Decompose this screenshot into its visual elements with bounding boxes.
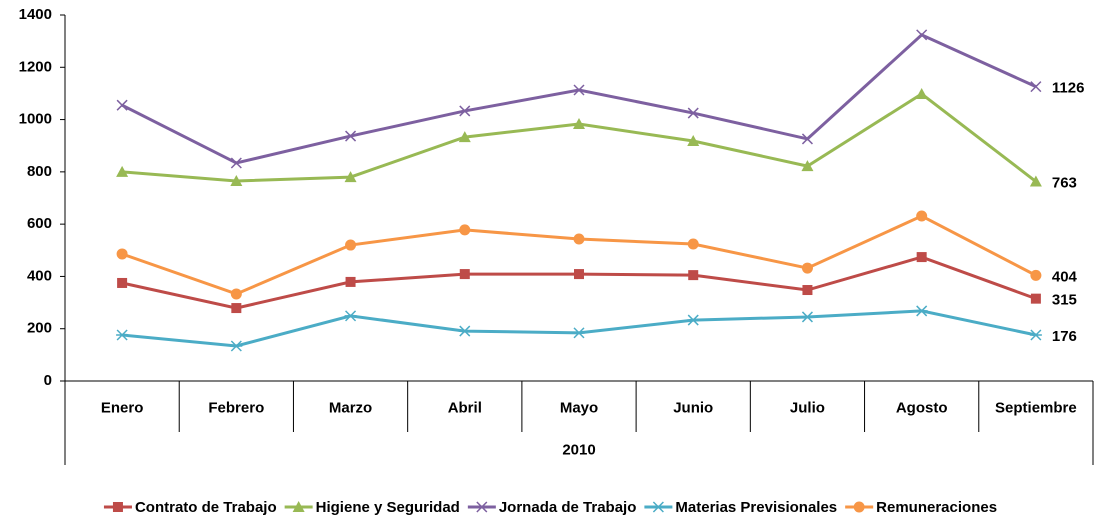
marker bbox=[1029, 329, 1042, 341]
marker bbox=[344, 171, 357, 183]
legend: Contrato de Trabajo Higiene y Seguridad Jo… bbox=[103, 499, 997, 516]
marker bbox=[116, 99, 128, 111]
marker bbox=[687, 135, 700, 147]
marker bbox=[112, 502, 123, 512]
legend-label: Jornada de Trabajo bbox=[499, 499, 637, 516]
legend-item: Higiene y Seguridad bbox=[284, 499, 460, 516]
data-label: 176 bbox=[1052, 328, 1077, 345]
marker bbox=[573, 118, 585, 130]
marker bbox=[459, 269, 470, 280]
marker bbox=[915, 305, 928, 317]
marker bbox=[652, 501, 665, 513]
marker bbox=[573, 327, 585, 339]
marker bbox=[802, 285, 813, 296]
legend-item: Jornada de Trabajo bbox=[467, 499, 637, 516]
marker bbox=[1030, 81, 1042, 93]
x-group-label: 2010 bbox=[562, 441, 595, 458]
data-label: 1126 bbox=[1052, 80, 1085, 97]
marker bbox=[1029, 175, 1042, 187]
legend-item: Contrato de Trabajo bbox=[103, 499, 277, 516]
marker bbox=[801, 311, 814, 323]
marker bbox=[916, 210, 928, 222]
series-line bbox=[121, 92, 1037, 183]
series-line bbox=[121, 33, 1037, 165]
marker bbox=[116, 248, 128, 260]
marker bbox=[853, 501, 865, 513]
marker bbox=[916, 29, 928, 41]
y-tick-label: 1200 bbox=[19, 58, 52, 75]
legend-item: Remuneraciones bbox=[845, 499, 997, 516]
y-tick-label: 800 bbox=[27, 163, 52, 180]
marker bbox=[117, 277, 128, 288]
marker bbox=[116, 329, 129, 341]
marker bbox=[476, 501, 488, 513]
marker bbox=[916, 252, 927, 263]
legend-item: Materias Previsionales bbox=[644, 499, 837, 516]
y-tick-label: 1400 bbox=[19, 6, 52, 23]
legend-label: Contrato de Trabajo bbox=[135, 499, 277, 516]
y-tick-label: 600 bbox=[27, 215, 52, 232]
marker bbox=[345, 130, 357, 142]
marker bbox=[574, 269, 584, 280]
marker bbox=[230, 340, 243, 352]
x-tick-label: Septiembre bbox=[995, 399, 1077, 416]
x-tick-label: Mayo bbox=[560, 399, 598, 416]
marker bbox=[1030, 269, 1042, 281]
x-tick-label: Junio bbox=[673, 399, 713, 416]
marker bbox=[230, 288, 242, 300]
marker bbox=[345, 276, 356, 287]
legend-label: Higiene y Seguridad bbox=[316, 499, 460, 516]
marker bbox=[345, 239, 357, 251]
y-tick-label: 400 bbox=[27, 267, 52, 284]
marker bbox=[231, 303, 242, 314]
marker bbox=[230, 175, 243, 187]
data-label: 763 bbox=[1052, 174, 1077, 191]
marker bbox=[344, 310, 357, 322]
marker bbox=[801, 262, 813, 274]
marker bbox=[687, 238, 699, 250]
legend-label: Materias Previsionales bbox=[675, 499, 837, 516]
y-tick-label: 200 bbox=[27, 320, 52, 337]
marker bbox=[573, 233, 585, 245]
marker bbox=[458, 325, 471, 337]
marker bbox=[687, 314, 700, 326]
marker bbox=[292, 501, 305, 512]
marker bbox=[687, 107, 699, 119]
marker bbox=[573, 84, 585, 96]
marker bbox=[801, 160, 814, 172]
series-line bbox=[121, 309, 1037, 348]
x-tick-label: Marzo bbox=[329, 399, 372, 416]
marker bbox=[1030, 293, 1041, 304]
marker bbox=[458, 131, 471, 143]
series-line bbox=[121, 214, 1037, 296]
marker bbox=[688, 270, 699, 281]
x-tick-label: Julio bbox=[790, 399, 825, 416]
x-tick-label: Agosto bbox=[896, 399, 948, 416]
x-tick-label: Febrero bbox=[208, 399, 264, 416]
data-label: 404 bbox=[1052, 268, 1078, 285]
marker bbox=[915, 87, 928, 99]
marker bbox=[116, 165, 129, 177]
marker bbox=[801, 133, 813, 145]
legend-label: Remuneraciones bbox=[876, 499, 997, 516]
x-tick-label: Abril bbox=[448, 399, 482, 416]
marker bbox=[459, 224, 471, 236]
marker bbox=[230, 157, 242, 169]
marker bbox=[459, 105, 471, 117]
y-tick-label: 0 bbox=[44, 372, 52, 389]
x-tick-label: Enero bbox=[101, 399, 144, 416]
y-tick-label: 1000 bbox=[19, 111, 52, 128]
data-label: 315 bbox=[1052, 292, 1077, 309]
